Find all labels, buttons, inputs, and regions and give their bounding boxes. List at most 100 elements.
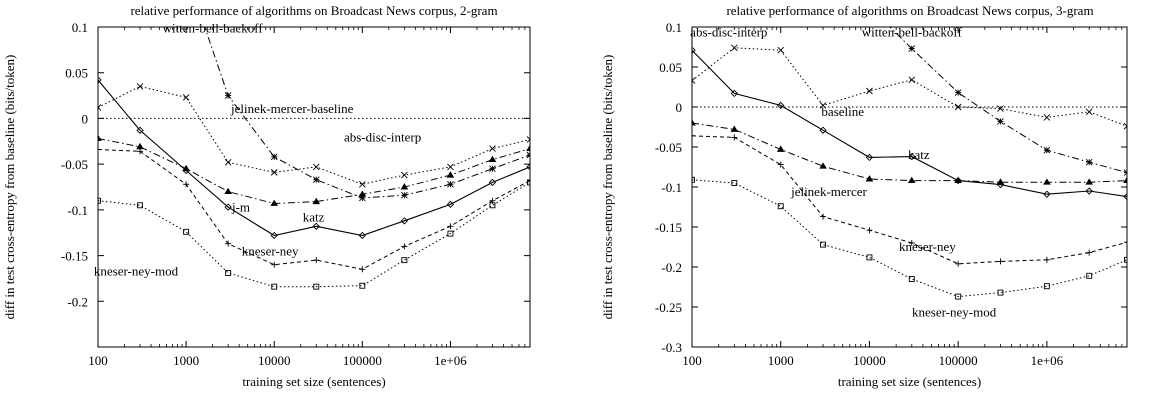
data-point-abs-disc-interp xyxy=(182,94,190,101)
data-point-abs-disc-interp xyxy=(401,171,408,179)
data-point-abs-disc-interp xyxy=(526,136,530,143)
data-point-jelinek-mercer xyxy=(907,176,916,184)
data-point-kneser-ney-mod xyxy=(1043,283,1050,290)
y-tick-label: -0.15 xyxy=(61,249,88,264)
data-point-j-m xyxy=(312,197,321,205)
data-point-witten-bell-backoff xyxy=(908,45,916,52)
data-point-kneser-ney xyxy=(820,213,827,220)
data-point-witten-bell-backoff xyxy=(954,89,962,96)
data-point-kneser-ney-mod xyxy=(489,202,496,209)
x-tick-label: 1000 xyxy=(173,353,199,368)
data-point-katz xyxy=(692,46,696,54)
data-point-katz xyxy=(312,222,320,230)
data-point-katz xyxy=(400,217,408,225)
data-point-abs-disc-interp xyxy=(224,158,232,166)
data-point-witten-bell-backoff xyxy=(1123,169,1127,176)
data-point-katz xyxy=(358,231,366,240)
data-point-kneser-ney-mod xyxy=(866,254,873,261)
series-annotation: abs-disc-interp xyxy=(344,129,421,144)
data-point-katz xyxy=(488,178,497,187)
series-line-katz xyxy=(98,79,530,237)
data-point-kneser-ney xyxy=(183,181,190,188)
x-tick-label: 1e+06 xyxy=(434,353,467,368)
data-point-jelinek-mercer xyxy=(1043,178,1051,185)
y-tick-label: -0.2 xyxy=(67,294,88,309)
data-point-katz xyxy=(182,166,190,175)
data-point-witten-bell-backoff xyxy=(447,180,454,188)
data-point-kneser-ney xyxy=(692,132,695,139)
data-point-kneser-ney xyxy=(313,257,320,264)
data-point-katz xyxy=(136,126,144,134)
data-point-katz xyxy=(1043,190,1051,198)
y-tick-label: 0.05 xyxy=(659,60,682,75)
y-tick-label: -0.1 xyxy=(661,180,682,195)
data-point-katz xyxy=(270,231,278,240)
x-tick-label: 100 xyxy=(88,353,108,368)
x-tick-label: 1e+06 xyxy=(1031,353,1064,368)
data-point-abs-disc-interp xyxy=(270,169,278,176)
data-point-kneser-ney-mod xyxy=(183,228,190,235)
series-annotation: witten-bell-backoff xyxy=(862,25,963,40)
data-point-abs-disc-interp xyxy=(866,87,873,95)
y-tick-label: -0.15 xyxy=(655,220,682,235)
data-point-kneser-ney xyxy=(359,266,366,273)
series-annotation: kneser-ney-mod xyxy=(94,264,179,279)
x-tick-label: 1000 xyxy=(768,353,794,368)
chart-title: relative performance of algorithms on Br… xyxy=(726,3,1093,18)
data-point-abs-disc-interp xyxy=(731,44,738,52)
data-point-kneser-ney xyxy=(908,240,915,246)
plot-frame xyxy=(691,26,1128,348)
y-tick-label: -0.1 xyxy=(67,203,88,218)
data-point-kneser-ney-mod xyxy=(359,282,366,289)
data-point-kneser-ney xyxy=(225,240,232,247)
data-point-abs-disc-interp xyxy=(997,105,1004,112)
data-point-kneser-ney xyxy=(137,148,144,155)
series-line-witten-bell-backoff xyxy=(204,27,530,199)
data-point-jelinek-mercer xyxy=(692,119,696,126)
data-point-katz xyxy=(1085,187,1093,195)
series-annotation: baseline xyxy=(821,104,864,119)
data-point-kneser-ney xyxy=(1124,239,1127,246)
series-annotation: j-m xyxy=(231,200,250,215)
data-point-j-m xyxy=(488,155,497,163)
chart-panel-2: relative performance of algorithms on Br… xyxy=(600,3,1128,389)
series-line-kneser-ney-mod xyxy=(98,181,530,288)
data-point-witten-bell-backoff xyxy=(270,153,278,161)
data-point-abs-disc-interp xyxy=(136,83,144,90)
data-point-witten-bell-backoff xyxy=(359,194,366,202)
plot-frame xyxy=(97,26,531,348)
data-point-kneser-ney-mod xyxy=(225,269,232,276)
x-axis-label: training set size (sentences) xyxy=(838,374,981,389)
data-point-kneser-ney xyxy=(1043,256,1050,263)
data-point-jelinek-mercer xyxy=(776,145,785,152)
data-point-abs-disc-interp xyxy=(819,102,827,109)
data-point-katz xyxy=(865,153,874,162)
data-point-jelinek-mercer xyxy=(1123,176,1127,184)
x-axis-label: training set size (sentences) xyxy=(242,374,385,389)
data-point-kneser-ney-mod xyxy=(447,230,454,237)
data-point-kneser-ney-mod xyxy=(731,180,738,186)
data-point-j-m xyxy=(224,187,232,195)
series-annotation: kneser-ney xyxy=(899,239,956,254)
plot-area xyxy=(692,27,1127,300)
data-point-abs-disc-interp xyxy=(312,163,320,171)
series-annotation: abs-disc-interp xyxy=(690,25,767,40)
data-point-kneser-ney-mod xyxy=(313,283,320,290)
data-point-abs-disc-interp xyxy=(447,163,454,171)
data-point-jelinek-mercer xyxy=(819,162,827,169)
data-point-katz xyxy=(1123,192,1127,201)
x-tick-label: 10000 xyxy=(853,353,886,368)
data-point-witten-bell-backoff xyxy=(1085,158,1093,166)
data-point-witten-bell-backoff xyxy=(401,191,408,199)
data-point-kneser-ney-mod xyxy=(692,176,695,183)
y-tick-label: 0 xyxy=(676,100,683,115)
data-point-kneser-ney xyxy=(731,134,738,141)
data-point-j-m xyxy=(270,199,279,206)
series-annotation: jelinek-mercer xyxy=(790,184,867,199)
data-point-kneser-ney-mod xyxy=(137,202,143,209)
series-annotation: katz xyxy=(303,210,325,225)
data-point-kneser-ney xyxy=(527,177,530,184)
data-point-j-m xyxy=(98,134,102,141)
data-point-katz xyxy=(954,176,962,185)
